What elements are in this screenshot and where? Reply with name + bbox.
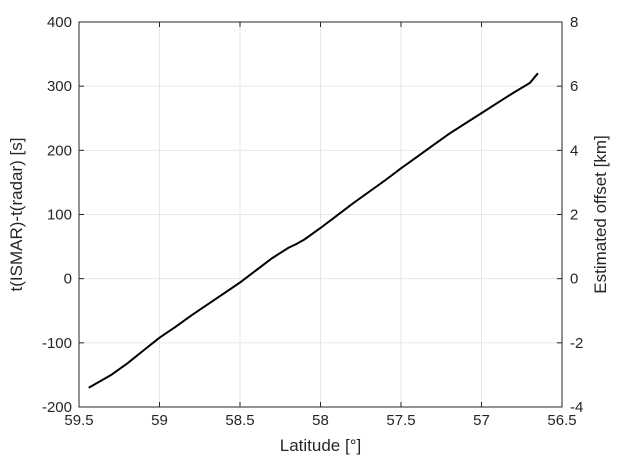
x-tick-label: 57.5 [386,412,415,429]
y-tick-label: 300 [47,78,72,95]
y-tick-label: -100 [42,335,72,352]
series-line-0 [88,72,539,389]
x-tick-label: 58.5 [225,412,254,429]
y-tick-label: 200 [47,142,72,159]
y-tick-label: 400 [47,14,72,31]
y2-tick-label: 0 [570,271,578,288]
x-tick-label: 57 [473,412,490,429]
y-tick-label: 100 [47,207,72,224]
y2-tick-label: 8 [570,14,578,31]
y2-tick-label: -2 [570,335,583,352]
y2-tick-label: 2 [570,207,578,224]
y-tick-label: -200 [42,399,72,416]
ticks-group: 59.5 59 58.5 58 57.5 57 56.5 -200 -100 0 100 200 300… [42,14,583,429]
grid-lines [79,22,562,407]
x-tick-label: 56.5 [547,412,576,429]
x-tick-label: 58 [312,412,329,429]
y2-tick-label: 6 [570,78,578,95]
y-axis-label: t(ISMAR)-t(radar) [s] [7,138,26,292]
x-tick-label: 59 [151,412,168,429]
x-tick-label: 59.5 [64,412,93,429]
y2-tick-label: 4 [570,142,578,159]
y-tick-label: 0 [64,271,72,288]
x-axis-label: Latitude [°] [280,436,361,455]
y2-axis-label: Estimated offset [km] [591,135,610,293]
series-group [88,72,539,389]
y2-tick-label: -4 [570,399,583,416]
